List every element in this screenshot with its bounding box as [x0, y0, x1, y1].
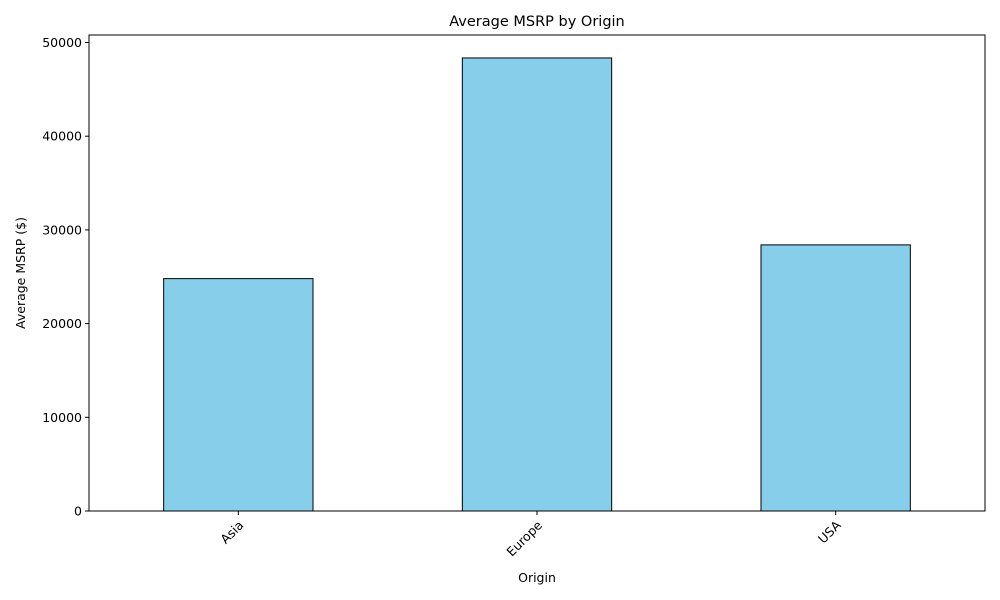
- x-tick-label-europe: Europe: [503, 517, 545, 559]
- x-tick-label-usa: USA: [815, 517, 844, 546]
- y-tick-label: 20000: [42, 316, 82, 331]
- bar-asia: [163, 278, 314, 512]
- x-tick-label-asia: Asia: [217, 518, 246, 547]
- x-axis: Asia Europe USA: [217, 511, 844, 559]
- bar-europe: [461, 57, 613, 512]
- bar-usa: [760, 244, 911, 512]
- bars-layer: [163, 57, 911, 512]
- y-tick-label: 0: [74, 504, 82, 519]
- y-axis-label: Average MSRP ($): [13, 217, 28, 329]
- y-tick-label: 30000: [42, 222, 82, 237]
- y-tick-label: 50000: [42, 35, 82, 50]
- chart-title: Average MSRP by Origin: [449, 14, 625, 30]
- y-axis: 0 10000 20000 30000 40000 50000: [42, 35, 89, 519]
- y-tick-label: 10000: [42, 410, 82, 425]
- x-axis-label: Origin: [518, 570, 556, 585]
- y-tick-label: 40000: [42, 129, 82, 144]
